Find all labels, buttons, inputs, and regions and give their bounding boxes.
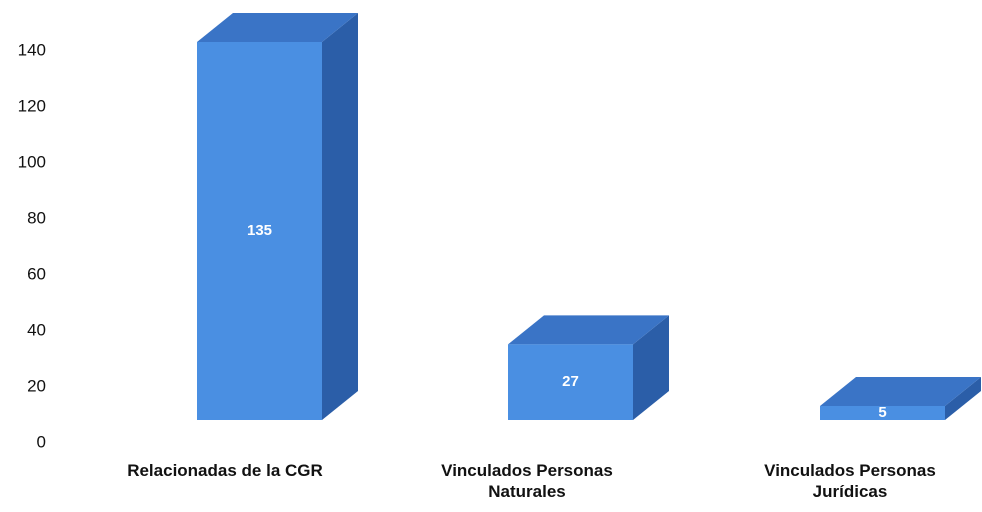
bar (820, 377, 981, 420)
x-tick-label: Vinculados Personas Jurídicas (764, 461, 936, 501)
y-tick-label: 80 (27, 208, 46, 227)
bar-front (508, 344, 633, 420)
bar-front (820, 406, 945, 420)
value-label: 135 (247, 222, 272, 239)
bar-side (945, 377, 981, 420)
y-tick-label: 120 (18, 96, 46, 115)
bar-top (197, 13, 358, 42)
y-tick-label: 20 (27, 376, 46, 395)
bar-side (322, 13, 358, 420)
bar-front (197, 42, 322, 420)
y-tick-label: 0 (37, 432, 46, 451)
x-tick-label: Relacionadas de la CGR (127, 461, 323, 480)
y-tick-label: 140 (18, 40, 46, 59)
bar-side (633, 315, 669, 420)
bar (197, 13, 358, 420)
value-label: 5 (878, 404, 886, 421)
value-label: 27 (562, 373, 579, 390)
bar-top (820, 377, 981, 406)
y-tick-label: 100 (18, 152, 46, 171)
x-tick-label: Vinculados Personas Naturales (441, 461, 613, 501)
y-tick-label: 40 (27, 320, 46, 339)
y-tick-label: 60 (27, 264, 46, 283)
bar-top (508, 315, 669, 345)
bar (508, 315, 669, 420)
